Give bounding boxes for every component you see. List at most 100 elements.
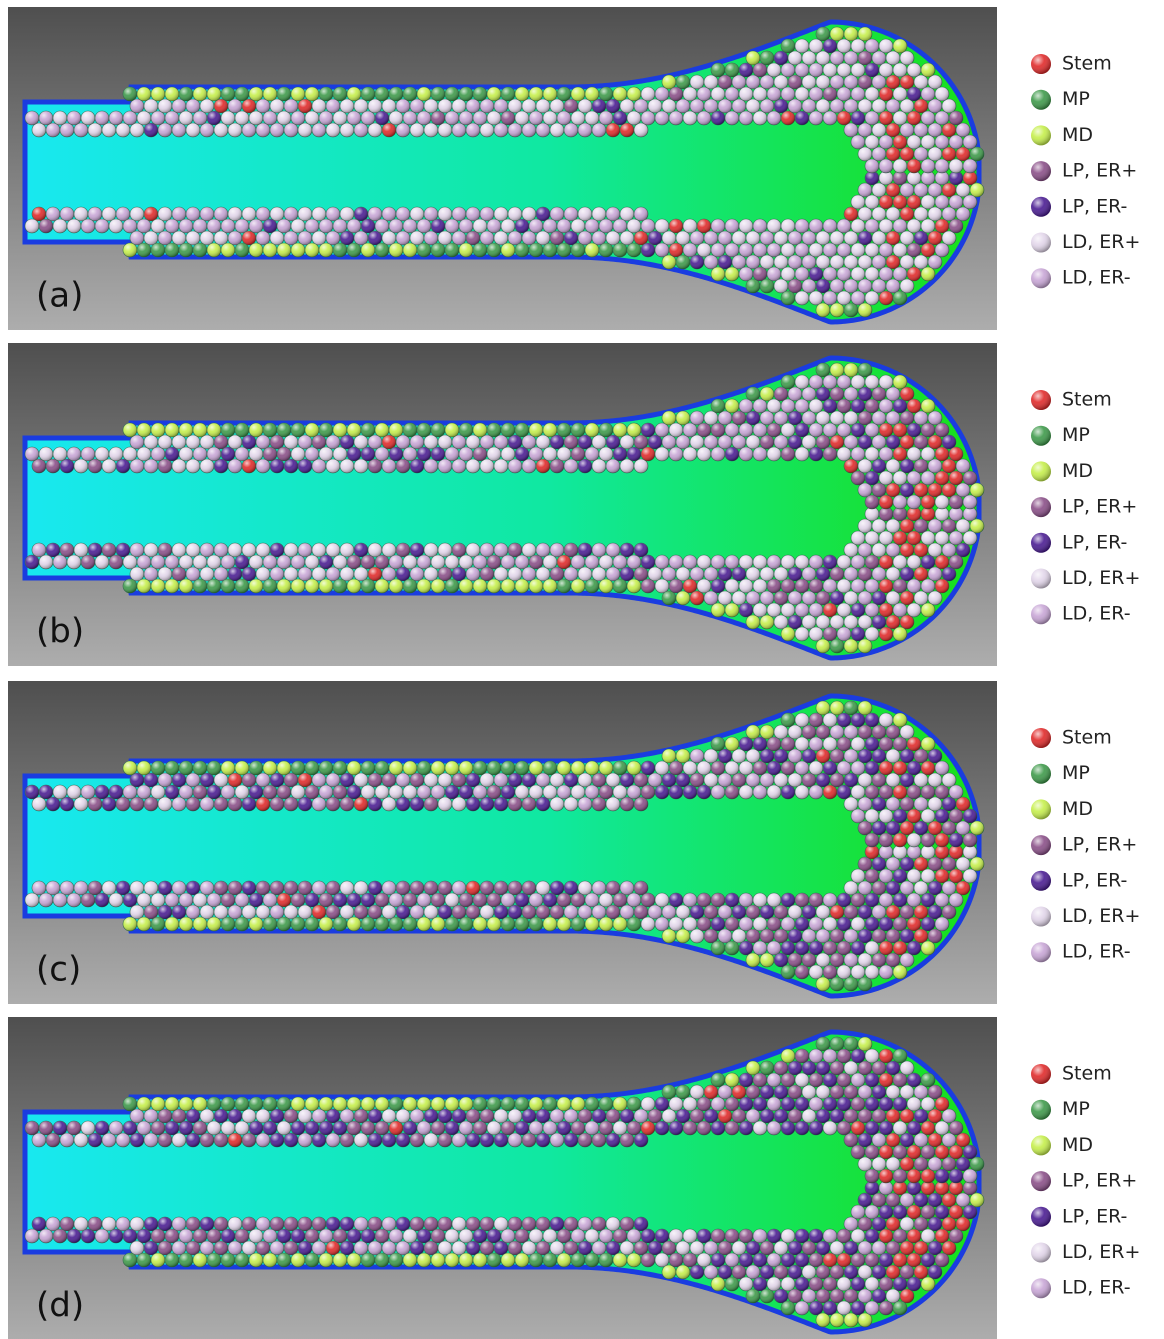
cell-shine: [249, 1229, 263, 1243]
cell-shine: [851, 1097, 865, 1111]
cell-shine: [767, 399, 781, 413]
cell-shine: [564, 881, 578, 895]
cell-shine: [81, 893, 95, 907]
cell-shine: [613, 219, 627, 233]
cell-shine: [767, 1253, 781, 1267]
cell-shine: [921, 737, 935, 751]
cell-shine: [746, 773, 760, 787]
cell-shine: [515, 893, 529, 907]
cell-shine: [872, 797, 886, 811]
cell-shine: [956, 459, 970, 473]
cell-shine: [74, 797, 88, 811]
cell-shine: [305, 1229, 319, 1243]
cell-shine: [865, 737, 879, 751]
cell-shine: [312, 123, 326, 137]
cell-shine: [291, 111, 305, 125]
cell-shine: [844, 881, 858, 895]
cell-shine: [291, 219, 305, 233]
cell-shine: [221, 785, 235, 799]
cell-shine: [606, 207, 620, 221]
cell-shine: [949, 869, 963, 883]
cell-shine: [473, 893, 487, 907]
legend-swatch-shine: [1031, 533, 1051, 553]
cell-shine: [823, 917, 837, 931]
cell-shine: [200, 773, 214, 787]
cell-shine: [613, 917, 627, 931]
cell-shine: [753, 111, 767, 125]
cell-shine: [662, 1241, 676, 1255]
cell-shine: [522, 207, 536, 221]
cell-shine: [900, 929, 914, 943]
legend-swatch-shine: [1031, 90, 1051, 110]
legend-label: MD: [1062, 798, 1093, 820]
cell-shine: [928, 147, 942, 161]
cell-shine: [452, 905, 466, 919]
cell-shine: [767, 1229, 781, 1243]
cell-shine: [452, 435, 466, 449]
cell-shine: [466, 123, 480, 137]
cell-shine: [228, 207, 242, 221]
cell-shine: [207, 447, 221, 461]
cell-shine: [165, 1229, 179, 1243]
legend-label: LP, ER+: [1062, 834, 1137, 856]
cell-shine: [921, 869, 935, 883]
cell-shine: [718, 99, 732, 113]
cell-shine: [802, 51, 816, 65]
cell-shine: [445, 1229, 459, 1243]
cell-shine: [242, 1109, 256, 1123]
cell-shine: [816, 99, 830, 113]
cell-shine: [592, 567, 606, 581]
cell-shine: [928, 749, 942, 763]
cell-shine: [886, 411, 900, 425]
cell-shine: [396, 231, 410, 245]
cell-shine: [515, 1121, 529, 1135]
cell-shine: [263, 1097, 277, 1111]
cell-shine: [158, 567, 172, 581]
cell-shine: [676, 231, 690, 245]
cell-shine: [970, 821, 984, 835]
cell-shine: [130, 773, 144, 787]
cell-shine: [858, 543, 872, 557]
cell-shine: [417, 219, 431, 233]
cell-shine: [844, 303, 858, 317]
cell-shine: [382, 123, 396, 137]
cell-shine: [172, 797, 186, 811]
cell-shine: [928, 857, 942, 871]
cell-shine: [158, 123, 172, 137]
cell-shine: [725, 87, 739, 101]
cell-shine: [172, 231, 186, 245]
cell-shine: [963, 869, 977, 883]
cell-shine: [718, 75, 732, 89]
cell-shine: [249, 1253, 263, 1267]
cell-shine: [886, 543, 900, 557]
cell-shine: [697, 917, 711, 931]
cell-shine: [690, 591, 704, 605]
cell-shine: [907, 917, 921, 931]
cell-shine: [837, 761, 851, 775]
cell-shine: [725, 603, 739, 617]
cell-shine: [704, 1085, 718, 1099]
cell-shine: [599, 1253, 613, 1267]
cell-shine: [305, 893, 319, 907]
cell-shine: [914, 543, 928, 557]
cell-shine: [424, 1241, 438, 1255]
cell-shine: [816, 435, 830, 449]
cell-shine: [571, 219, 585, 233]
cell-shine: [620, 99, 634, 113]
cell-shine: [816, 363, 830, 377]
cell-shine: [515, 423, 529, 437]
cell-shine: [389, 893, 403, 907]
cell-shine: [375, 917, 389, 931]
cell-shine: [438, 1241, 452, 1255]
cell-shine: [907, 423, 921, 437]
cell-shine: [837, 1049, 851, 1063]
cell-shine: [858, 881, 872, 895]
cell-shine: [214, 1241, 228, 1255]
cell-shine: [487, 761, 501, 775]
cell-shine: [522, 231, 536, 245]
cell-shine: [662, 929, 676, 943]
cell-shine: [900, 483, 914, 497]
cell-shine: [193, 761, 207, 775]
cell-shine: [858, 1085, 872, 1099]
cell-shine: [123, 243, 137, 257]
